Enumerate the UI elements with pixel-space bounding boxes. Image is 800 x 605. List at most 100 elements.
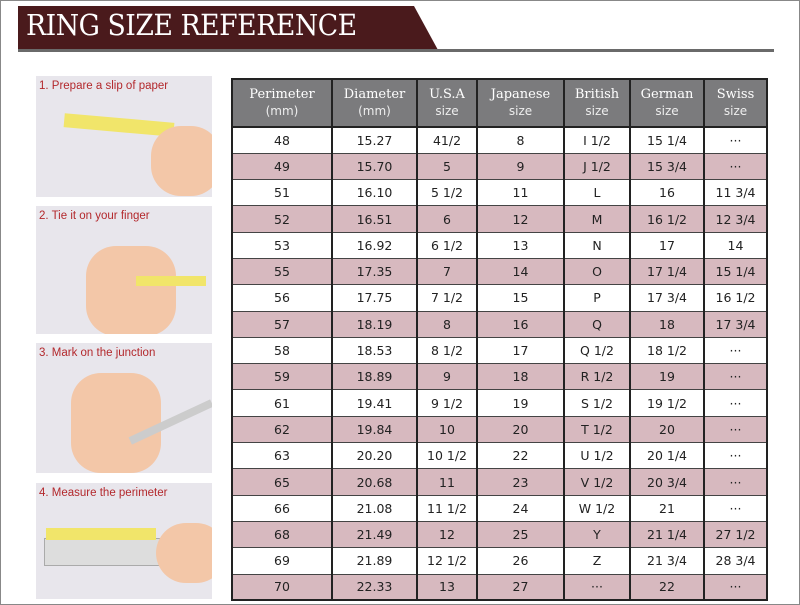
- step-1-panel: 1. Prepare a slip of paper: [36, 76, 212, 197]
- table-cell: 51: [231, 179, 333, 206]
- table-cell: 15.70: [331, 152, 418, 180]
- table-cell: 5 1/2: [416, 179, 478, 206]
- table-cell: 21 1/4: [629, 520, 705, 548]
- table-cell: M: [563, 205, 631, 233]
- step-4-panel: 4. Measure the perimeter: [36, 483, 212, 599]
- table-cell: 27 1/2: [703, 520, 768, 548]
- table-cell: ···: [703, 468, 768, 496]
- table-row: 56 17.75 7 1/2 15 P 17 3/4 16 1/2: [231, 284, 768, 312]
- table-cell: 22: [476, 442, 565, 469]
- table-row: 69 21.89 12 1/2 26 Z 21 3/4 28 3/4: [231, 547, 768, 575]
- table-cell: 6: [416, 205, 478, 233]
- paper-strip-image: [63, 113, 175, 137]
- table-cell: 19: [629, 363, 705, 390]
- table-cell: L: [563, 179, 631, 206]
- table-cell: 18: [476, 363, 565, 390]
- table-row: 53 16.92 6 1/2 13 N 17 14: [231, 231, 768, 259]
- table-cell: 18.53: [331, 336, 418, 364]
- table-cell: ···: [703, 363, 768, 390]
- table-cell: 16.92: [331, 231, 418, 259]
- table-cell: 18.89: [331, 363, 418, 390]
- column-header: Perimeter (mm): [231, 78, 333, 128]
- table-cell: 15 1/4: [629, 126, 705, 154]
- table-cell: 25: [476, 520, 565, 548]
- table-row: 68 21.49 12 25 Y 21 1/4 27 1/2: [231, 520, 768, 548]
- table-cell: 9 1/2: [416, 389, 478, 417]
- table-cell: 16.10: [331, 179, 418, 206]
- step-3-panel: 3. Mark on the junction: [36, 343, 212, 473]
- table-cell: 14: [703, 231, 768, 259]
- table-cell: 9: [416, 363, 478, 390]
- table-cell: ···: [703, 415, 768, 443]
- table-cell: S 1/2: [563, 389, 631, 417]
- table-row: 52 16.51 6 12 M 16 1/2 12 3/4: [231, 205, 768, 233]
- table-cell: 11 3/4: [703, 179, 768, 206]
- column-header: Swiss size: [703, 78, 768, 128]
- column-header-title: Perimeter: [249, 87, 315, 102]
- table-cell: O: [563, 257, 631, 285]
- ring-size-table: Perimeter (mm) Diameter (mm) U.S.A size Japane…: [231, 78, 768, 602]
- column-header-title: Swiss: [716, 87, 755, 102]
- title-rule: [18, 49, 774, 52]
- column-header-unit: size: [723, 104, 748, 118]
- table-cell: Y: [563, 520, 631, 548]
- hand-image: [71, 373, 161, 473]
- table-cell: ···: [703, 442, 768, 469]
- table-cell: Q 1/2: [563, 336, 631, 364]
- table-cell: 15: [476, 284, 565, 312]
- table-cell: 22: [629, 573, 705, 601]
- table-cell: 58: [231, 336, 333, 364]
- table-cell: 69: [231, 547, 333, 575]
- table-row: 48 15.27 41/2 8 I 1/2 15 1/4 ···: [231, 126, 768, 154]
- table-cell: R 1/2: [563, 363, 631, 390]
- table-cell: 16: [476, 310, 565, 338]
- table-cell: U 1/2: [563, 442, 631, 469]
- table-row: 63 20.20 10 1/2 22 U 1/2 20 1/4 ···: [231, 442, 768, 469]
- table-cell: 20.20: [331, 442, 418, 469]
- table-cell: 21: [629, 494, 705, 522]
- table-cell: 15 3/4: [629, 152, 705, 180]
- table-cell: 12: [476, 205, 565, 233]
- table-cell: N: [563, 231, 631, 259]
- table-cell: 17 1/4: [629, 257, 705, 285]
- table-cell: P: [563, 284, 631, 312]
- table-cell: ···: [703, 336, 768, 364]
- table-cell: 18: [629, 310, 705, 338]
- table-row: 58 18.53 8 1/2 17 Q 1/2 18 1/2 ···: [231, 336, 768, 364]
- hand-image: [156, 523, 212, 583]
- table-cell: 10 1/2: [416, 442, 478, 469]
- table-cell: 26: [476, 547, 565, 575]
- table-cell: 20 3/4: [629, 468, 705, 496]
- table-cell: 17.75: [331, 284, 418, 312]
- table-cell: 7: [416, 257, 478, 285]
- table-cell: 18.19: [331, 310, 418, 338]
- table-cell: 13: [416, 573, 478, 601]
- table-cell: 12 3/4: [703, 205, 768, 233]
- page-title: RING SIZE REFERENCE: [26, 8, 357, 42]
- table-cell: 17.35: [331, 257, 418, 285]
- table-row: 59 18.89 9 18 R 1/2 19 ···: [231, 363, 768, 390]
- table-row: 66 21.08 11 1/2 24 W 1/2 21 ···: [231, 494, 768, 522]
- table-cell: ···: [703, 152, 768, 180]
- table-row: 62 19.84 10 20 T 1/2 20 ···: [231, 415, 768, 443]
- table-cell: 62: [231, 415, 333, 443]
- column-header-unit: size: [585, 104, 609, 118]
- table-cell: 8: [416, 310, 478, 338]
- table-cell: 16.51: [331, 205, 418, 233]
- column-header-title: Japanese: [490, 87, 551, 102]
- column-header-unit: size: [435, 104, 459, 118]
- table-cell: ···: [703, 494, 768, 522]
- table-cell: 20.68: [331, 468, 418, 496]
- table-cell: 65: [231, 468, 333, 496]
- table-cell: ···: [703, 573, 768, 601]
- table-cell: 56: [231, 284, 333, 312]
- table-cell: 48: [231, 126, 333, 154]
- title-banner: RING SIZE REFERENCE: [18, 6, 438, 50]
- table-cell: 21 3/4: [629, 547, 705, 575]
- table-row: 55 17.35 7 14 O 17 1/4 15 1/4: [231, 257, 768, 285]
- table-cell: V 1/2: [563, 468, 631, 496]
- table-cell: 19 1/2: [629, 389, 705, 417]
- table-cell: 15 1/4: [703, 257, 768, 285]
- table-cell: 8: [476, 126, 565, 154]
- table-cell: 57: [231, 310, 333, 338]
